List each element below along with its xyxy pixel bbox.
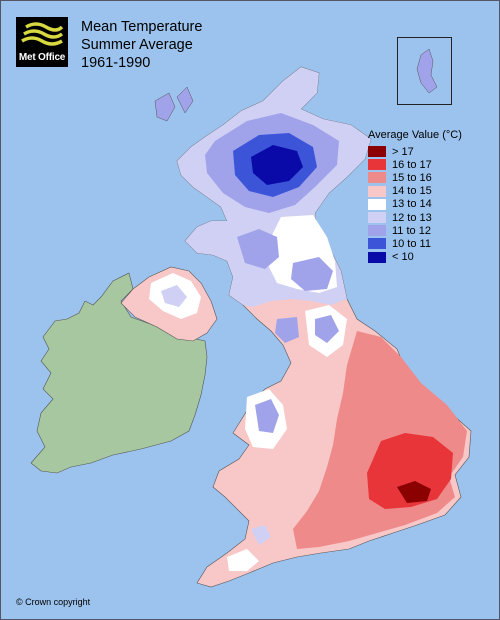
legend: Average Value (°C) > 17 16 to 17 15 to 16 1… [368, 129, 476, 264]
legend-item: 15 to 16 [368, 171, 476, 184]
shetland-inset-frame [397, 37, 452, 105]
title-line-1: Mean Temperature [81, 19, 203, 35]
copyright-notice: © Crown copyright [16, 597, 91, 607]
legend-swatch [368, 146, 386, 158]
wave-icon [21, 22, 64, 46]
southwest-cool-blue [251, 525, 271, 545]
southwest-cool [227, 549, 259, 571]
legend-label: 12 to 13 [392, 211, 432, 224]
title-line-2: Summer Average [81, 37, 193, 53]
uplands-blue [237, 229, 279, 269]
legend-label: 16 to 17 [392, 158, 432, 171]
islands-west [176, 86, 194, 114]
legend-swatch [368, 212, 386, 224]
legend-items: > 17 16 to 17 15 to 16 14 to 15 13 to 14 12 t… [368, 145, 476, 264]
legend-swatch [368, 159, 386, 171]
legend-title: Average Value (°C) [368, 129, 462, 141]
legend-label: 14 to 15 [392, 185, 432, 198]
london-over-17 [397, 481, 431, 503]
southeast-16-17 [367, 433, 453, 509]
shetland-islands [416, 48, 438, 94]
legend-swatch [368, 198, 386, 210]
northern-ireland-cool-patch [161, 285, 187, 307]
pennines-cool-blue [315, 315, 339, 343]
legend-label: 10 to 11 [392, 237, 431, 250]
legend-swatch [368, 172, 386, 184]
legend-swatch [368, 251, 386, 263]
highlands-dark-blue [251, 145, 303, 185]
legend-item: > 17 [368, 145, 476, 158]
wales-cool-blue [255, 399, 279, 433]
legend-item: 12 to 13 [368, 211, 476, 224]
legend-item: 13 to 14 [368, 198, 476, 211]
logo-text: Met Office [18, 52, 66, 63]
southern-uplands-blue [291, 257, 333, 291]
legend-item: < 10 [368, 251, 476, 264]
legend-label: 11 to 12 [392, 224, 431, 237]
lake-district-cool [275, 317, 299, 343]
legend-item: 10 to 11 [368, 237, 476, 250]
legend-label: > 17 [392, 145, 414, 158]
legend-label: < 10 [392, 251, 414, 264]
legend-label: 15 to 16 [392, 171, 432, 184]
met-office-logo: Met Office [16, 17, 68, 67]
title-line-3: 1961-1990 [81, 55, 151, 71]
map-title: Mean Temperature Summer Average 1961-199… [81, 18, 202, 72]
legend-swatch [368, 238, 386, 250]
legend-item: 16 to 17 [368, 158, 476, 171]
legend-item: 14 to 15 [368, 185, 476, 198]
legend-swatch [368, 225, 386, 237]
islands-northwest [154, 92, 176, 122]
legend-item: 11 to 12 [368, 224, 476, 237]
legend-label: 13 to 14 [392, 198, 432, 211]
legend-swatch [368, 185, 386, 197]
